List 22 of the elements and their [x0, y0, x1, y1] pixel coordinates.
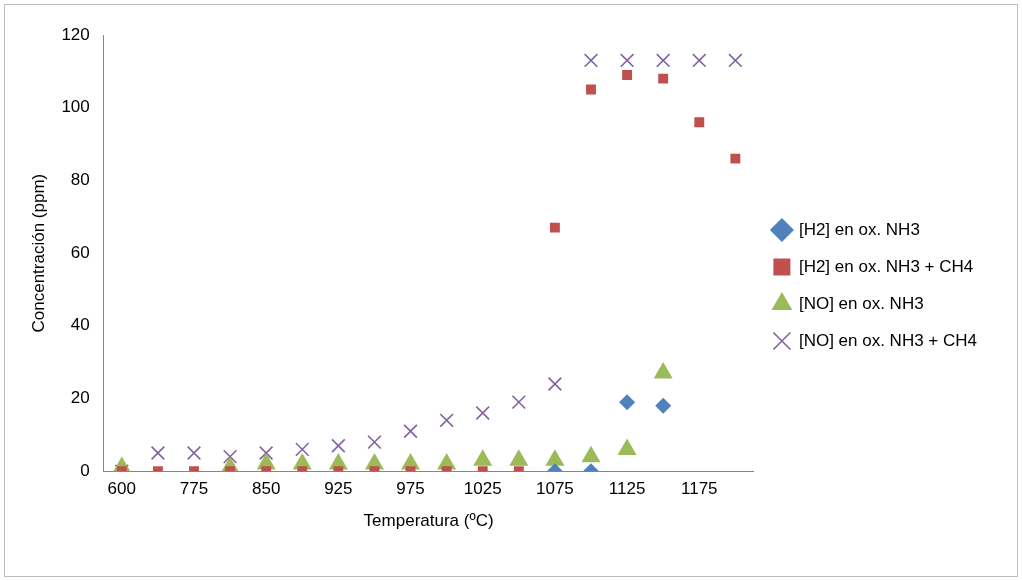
y-axis-title: Concentración (ppm) [28, 173, 48, 333]
x-tick-label: 1125 [608, 479, 646, 499]
x-tick-label: 975 [396, 479, 425, 499]
legend-label: [NO] en ox. NH3 + CH4 [798, 330, 977, 350]
x-tick-label: 600 [107, 479, 136, 499]
x-tick-label: 775 [179, 479, 209, 499]
legend-label: [H2] en ox. NH3 + CH4 [798, 256, 974, 276]
y-tick-label: 40 [70, 315, 90, 335]
x-tick-label: 925 [324, 479, 353, 499]
y-tick-label: 20 [70, 388, 90, 408]
y-tick-label: 60 [70, 242, 90, 262]
legend-label: [H2] en ox. NH3 [798, 219, 920, 239]
y-tick-label: 100 [61, 97, 90, 117]
x-axis-title: Temperatura (ºC) [363, 511, 494, 531]
x-tick-label: 850 [251, 479, 281, 499]
x-tick-label: 1075 [535, 479, 574, 499]
x-tick-label: 1025 [463, 479, 502, 499]
y-tick-label: 80 [70, 170, 90, 190]
legend-label: [NO] en ox. NH3 [798, 293, 924, 313]
x-tick-label: 1175 [680, 479, 718, 499]
y-tick-label: 120 [61, 24, 90, 44]
y-tick-label: 0 [80, 460, 90, 480]
